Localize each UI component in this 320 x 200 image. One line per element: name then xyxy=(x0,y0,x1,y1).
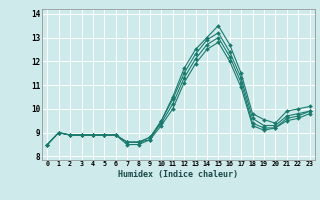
X-axis label: Humidex (Indice chaleur): Humidex (Indice chaleur) xyxy=(118,170,238,179)
